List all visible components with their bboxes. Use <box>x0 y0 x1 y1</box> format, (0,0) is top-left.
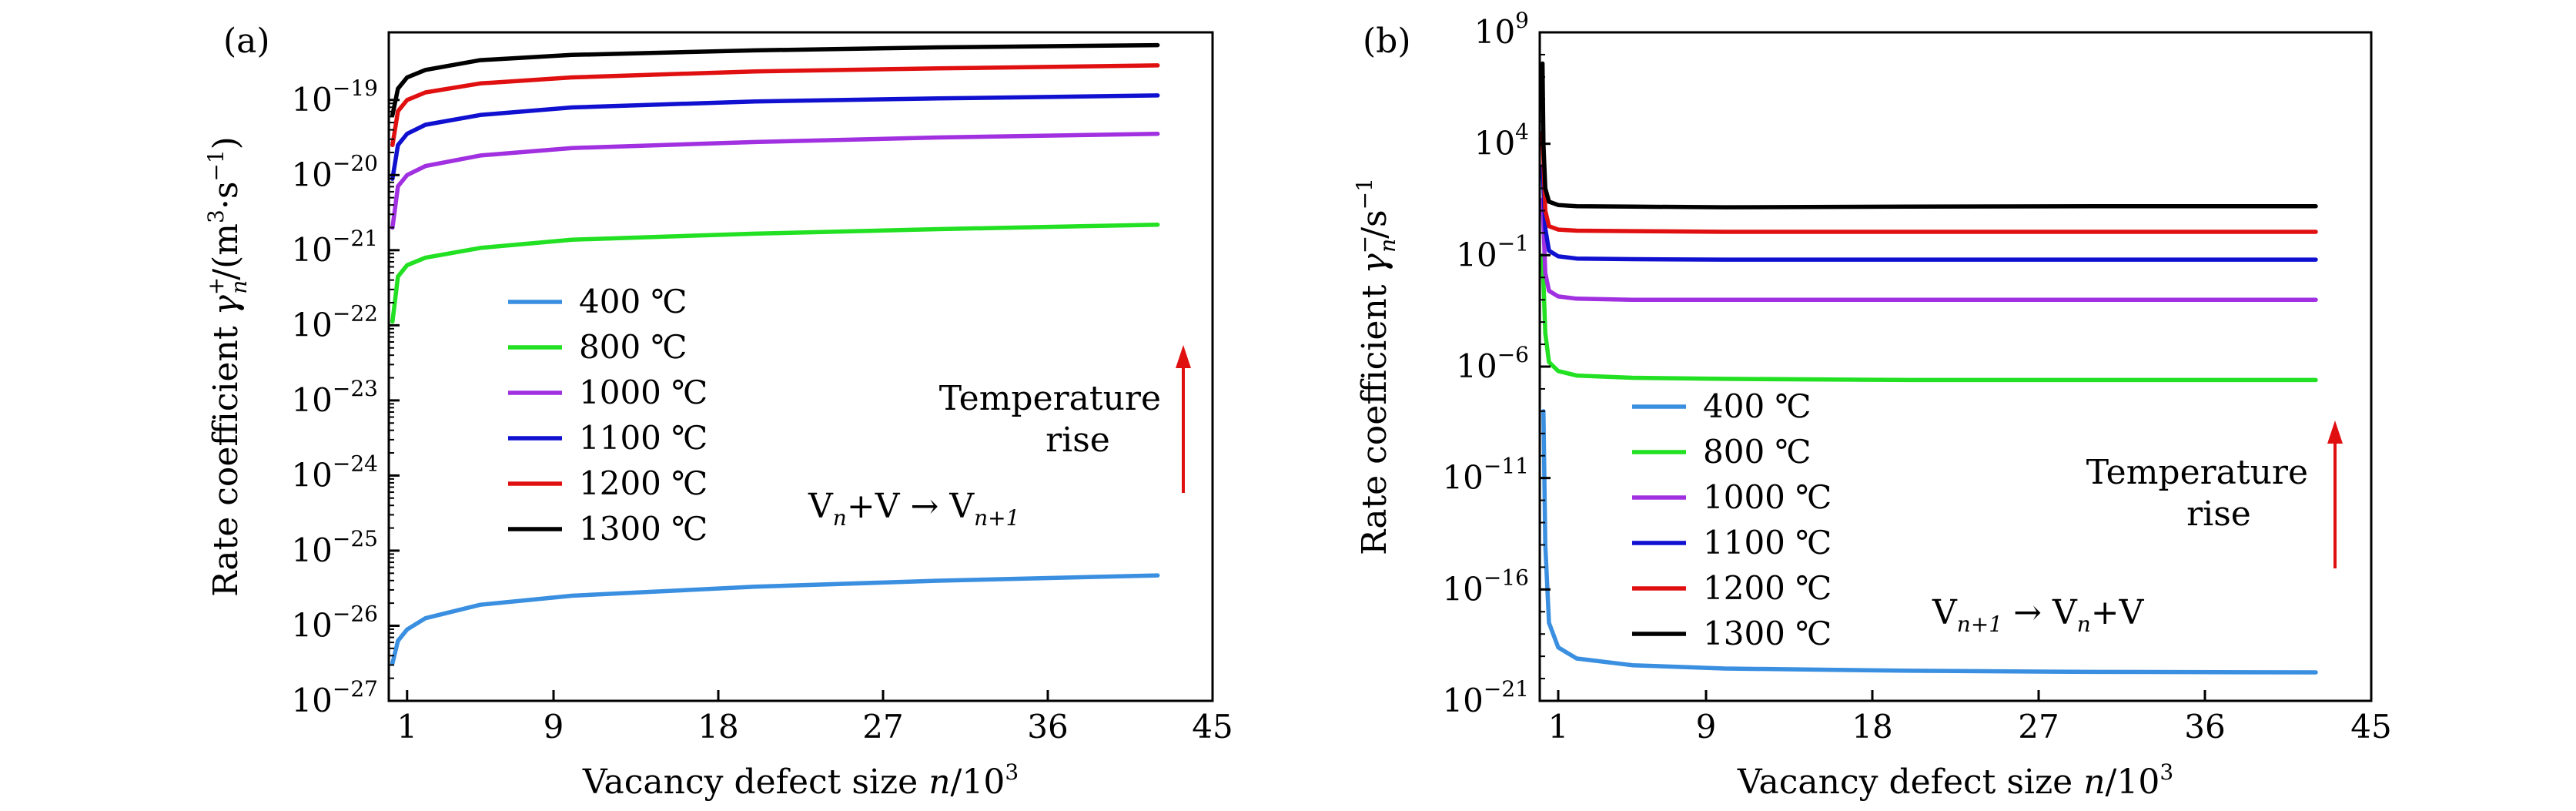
panel-b-legend-label: 1000 ℃ <box>1703 478 1832 516</box>
panel-b-y-tick-label: 10−6 <box>1456 342 1529 385</box>
panel-a-series-line-1300c <box>390 42 1160 118</box>
panel-b-x-tick-label: 1 <box>1548 708 1569 746</box>
panel-a-legend-label: 400 ℃ <box>579 283 687 320</box>
panel-b-x-tick-label: 9 <box>1696 708 1717 746</box>
panel-a-y-tick-label: 10−25 <box>291 526 378 569</box>
panel-a-y-tick-label: 10−26 <box>291 601 378 644</box>
panel-b-series-line-1100c <box>1540 163 2318 262</box>
panel-a-legend-label: 1100 ℃ <box>579 419 708 457</box>
panel-a-legend-label: 1300 ℃ <box>579 510 708 548</box>
panel-b-series-line-1300c <box>1540 61 2318 209</box>
panel-b-label: (b) <box>1363 22 1411 61</box>
panel-b-annotation-rise: rise <box>2186 494 2251 534</box>
panel-a-x-tick-label: 1 <box>396 708 417 746</box>
panel-b-y-tick-label: 109 <box>1474 8 1529 51</box>
panel-b-legend-label: 400 ℃ <box>1703 387 1812 425</box>
panel-a-x-tick-label: 18 <box>698 708 738 746</box>
panel-b-x-ticks: 1 9 18 27 36 45 <box>1548 690 2392 746</box>
panel-b-x-tick-label: 18 <box>1852 708 1892 746</box>
panel-b-series-line-400c <box>1541 409 2318 675</box>
panel-b-legend-label: 800 ℃ <box>1703 433 1812 471</box>
panel-b-legend: 400 ℃ 800 ℃ 1000 ℃ 1100 ℃ 1200 ℃ 1300 ℃ <box>1632 387 1832 652</box>
panel-b-y-tick-label: 10−21 <box>1442 676 1529 719</box>
panel-a-legend-label: 1000 ℃ <box>579 374 708 411</box>
panel-a-y-tick-label: 10−21 <box>291 226 378 269</box>
panel-a-x-tick-label: 36 <box>1027 708 1068 746</box>
panel-a-label: (a) <box>223 22 270 61</box>
panel-b-y-tick-label: 10−16 <box>1442 565 1529 608</box>
panel-b-arrow <box>2327 421 2343 568</box>
panel-a-plot-area <box>390 42 1160 665</box>
panel-a-x-ticks: 1 9 18 27 36 45 <box>396 690 1233 746</box>
panel-a-y-tick-label: 10−27 <box>291 676 378 719</box>
panel-b-y-ticks: 10−21 10−16 10−11 10−6 10−1 104 109 <box>1442 8 1551 719</box>
panel-a-y-tick-label: 10−22 <box>291 300 378 344</box>
panel-a-y-tick-label: 10−20 <box>291 150 378 193</box>
panel-a-series-line-800c <box>390 222 1160 324</box>
panel-a-x-tick-label: 27 <box>862 708 903 746</box>
panel-b-x-tick-label: 27 <box>2018 708 2059 746</box>
panel-b-y-axis-title: Rate coefficient γ−n/s−1 <box>1352 178 1400 555</box>
panel-b-series-line-800c <box>1540 253 2318 383</box>
panel-a-arrow <box>1176 345 1191 493</box>
panel-b: (b) 10−21 10−16 10−11 10−6 10−1 104 109 1 9 18 27… <box>1352 8 2392 802</box>
panel-b-y-tick-label: 10−11 <box>1442 454 1529 497</box>
panel-a-series-line-400c <box>390 573 1160 665</box>
panel-b-legend-label: 1300 ℃ <box>1703 615 1832 652</box>
panel-a-legend-label: 800 ℃ <box>579 328 687 366</box>
panel-a-x-axis-title: Vacancy defect size n/103 <box>582 759 1019 802</box>
panel-a-series-line-1000c <box>390 131 1160 230</box>
panel-b-legend-label: 1200 ℃ <box>1703 569 1832 607</box>
panel-b-y-tick-label: 104 <box>1474 119 1529 163</box>
panel-a-series-line-1200c <box>390 63 1160 148</box>
panel-b-legend-label: 1100 ℃ <box>1703 524 1832 561</box>
panel-b-x-tick-label: 45 <box>2350 708 2391 746</box>
panel-b-series-line-1000c <box>1540 197 2318 302</box>
panel-a-y-tick-label: 10−19 <box>291 75 378 119</box>
panel-a-reaction: Vn+V → Vn+1 <box>808 487 1019 531</box>
panel-a-axes-frame <box>387 31 1214 702</box>
panel-b-reaction: Vn+1 → Vn+V <box>1932 593 2145 637</box>
panel-b-plot-area <box>1540 61 2318 675</box>
panel-a-legend: 400 ℃ 800 ℃ 1000 ℃ 1100 ℃ 1200 ℃ 1300 ℃ <box>508 283 708 548</box>
panel-b-y-tick-label: 10−1 <box>1456 230 1529 273</box>
panel-b-x-tick-label: 36 <box>2184 708 2225 746</box>
panel-a-y-tick-label: 10−24 <box>291 451 378 494</box>
panel-a-y-ticks: 10−27 10−26 10−25 10−24 10−23 10−22 10−21 10−20… <box>291 75 400 719</box>
panel-a-annotation-rise: rise <box>1045 421 1110 460</box>
panel-a-y-axis-title: Rate coefficient γ+n/(m3·s−1) <box>203 136 252 597</box>
panel-a-series-line-1100c <box>390 93 1160 181</box>
panel-a-x-tick-label: 45 <box>1192 708 1233 746</box>
panel-b-annotation-temperature: Temperature <box>2086 453 2308 492</box>
panel-a-annotation-temperature: Temperature <box>939 379 1161 418</box>
panel-b-series-line-1200c <box>1540 130 2318 234</box>
panel-a-x-tick-label: 9 <box>544 708 564 746</box>
panel-b-x-axis-title: Vacancy defect size n/103 <box>1737 759 2173 802</box>
panel-a-y-tick-label: 10−23 <box>291 376 378 419</box>
panel-a: (a) 10−2710−2610−2510−2410−2310−2210−211… <box>203 22 1233 802</box>
panel-a-legend-label: 1200 ℃ <box>579 464 708 502</box>
